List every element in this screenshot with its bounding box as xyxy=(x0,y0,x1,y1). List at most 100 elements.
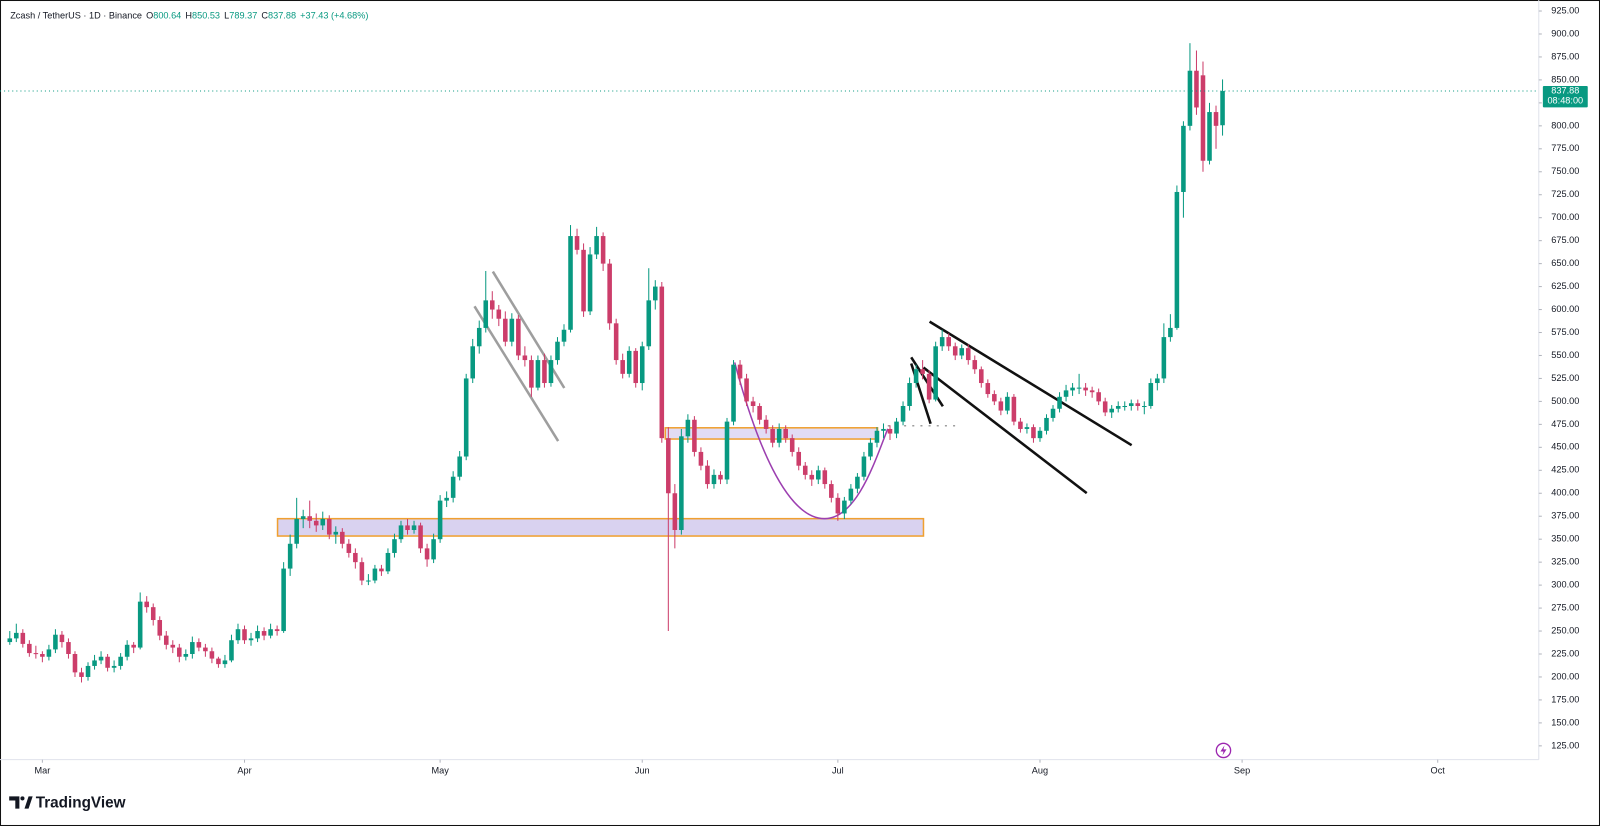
x-tick-label: Mar xyxy=(34,765,50,775)
candle-body xyxy=(607,263,612,324)
candle-body xyxy=(861,456,867,477)
candle-body xyxy=(163,635,169,645)
legend-value: 800.64 xyxy=(153,11,181,21)
candle-body xyxy=(177,647,182,657)
candle-body xyxy=(874,430,880,443)
logo: TradingView xyxy=(9,795,126,812)
candle-body xyxy=(470,346,475,379)
candle-body xyxy=(261,631,267,636)
candle-body xyxy=(183,654,189,657)
candle-body xyxy=(1109,408,1114,413)
y-tick-label: 725.00 xyxy=(1551,189,1579,199)
candle-body xyxy=(1155,378,1160,384)
candle-body xyxy=(1135,403,1141,406)
candle-body xyxy=(705,465,710,485)
y-tick-label: 600.00 xyxy=(1551,304,1579,314)
candle-body xyxy=(248,638,254,641)
candle-body xyxy=(190,642,195,655)
candle-body xyxy=(1148,383,1154,406)
y-tick-label: 650.00 xyxy=(1551,258,1579,268)
y-tick-label: 350.00 xyxy=(1551,534,1579,544)
candle-body xyxy=(1005,396,1010,411)
y-tick-label: 875.00 xyxy=(1551,51,1579,61)
candle-body xyxy=(268,629,273,636)
candle-body xyxy=(105,656,110,668)
candle-body xyxy=(946,337,951,347)
candle-body xyxy=(998,401,1004,411)
candle-body xyxy=(392,539,397,553)
candle-body xyxy=(979,369,984,384)
candle-body xyxy=(320,518,326,526)
candle-body xyxy=(959,348,965,356)
candle-body xyxy=(372,568,378,581)
y-tick-label: 175.00 xyxy=(1551,694,1579,704)
candle-body xyxy=(203,647,208,652)
candle-body xyxy=(783,428,788,439)
y-tick-label: 125.00 xyxy=(1551,740,1579,750)
candle-body xyxy=(711,474,717,485)
y-tick-label: 800.00 xyxy=(1551,120,1579,130)
candle-body xyxy=(744,378,749,402)
candle-body xyxy=(581,249,586,312)
candle-body xyxy=(848,488,854,501)
legend-key: O xyxy=(146,11,153,21)
candle-body xyxy=(483,300,489,328)
legend-value: 789.37 xyxy=(229,11,257,21)
candle-body xyxy=(672,493,678,530)
candle-body xyxy=(1187,70,1193,126)
candle-body xyxy=(992,394,997,402)
candle-body xyxy=(926,373,932,400)
candle-body xyxy=(626,350,632,374)
candle-body xyxy=(535,360,541,388)
candle-body xyxy=(666,438,671,494)
candle-body xyxy=(613,323,619,361)
candle-body xyxy=(653,286,658,301)
candle-body xyxy=(1037,430,1043,439)
legend-key: L xyxy=(224,11,229,21)
candle-body xyxy=(1161,337,1167,379)
symbol: Zcash / TetherUS · 1D · Binance xyxy=(10,11,142,21)
y-tick-label: 500.00 xyxy=(1551,396,1579,406)
candle-body xyxy=(1115,405,1121,409)
candle-body xyxy=(1142,405,1147,408)
candle-body xyxy=(255,631,260,639)
candle-body xyxy=(340,531,345,544)
candle-body xyxy=(913,369,919,384)
price-label: 837.88 xyxy=(1551,85,1579,95)
candle-body xyxy=(763,419,769,429)
candle-body xyxy=(1181,125,1186,192)
candle-body xyxy=(1096,392,1101,402)
y-tick-label: 850.00 xyxy=(1551,74,1579,84)
candle-body xyxy=(124,644,130,657)
legend-key: H xyxy=(185,11,192,21)
candle-body xyxy=(170,644,176,648)
candle-body xyxy=(985,383,991,395)
legend-value: 837.88 xyxy=(268,11,296,21)
x-tick-label: Oct xyxy=(1431,765,1446,775)
candles xyxy=(7,43,1225,683)
candle-body xyxy=(972,360,978,370)
candle-body xyxy=(359,562,365,581)
candle-body xyxy=(137,601,143,648)
header: Zcash / TetherUS · 1D · Binance O800.64 H 8… xyxy=(10,11,368,21)
candle-body xyxy=(326,518,332,535)
candle-body xyxy=(1174,191,1180,328)
candle-body xyxy=(1018,421,1023,429)
candle-body xyxy=(933,346,938,400)
candle-body xyxy=(144,601,149,608)
candle-body xyxy=(398,525,404,540)
candle-body xyxy=(516,318,521,356)
candle-body xyxy=(594,236,599,255)
candle-body xyxy=(379,568,384,572)
lightning-icon xyxy=(1215,742,1232,759)
candle-body xyxy=(1168,327,1173,338)
candle-body xyxy=(692,419,697,452)
candle-body xyxy=(300,516,306,519)
x-tick-label: Sep xyxy=(1234,765,1250,775)
candle-body xyxy=(718,474,723,480)
y-tick-label: 625.00 xyxy=(1551,281,1579,291)
y-tick-label: 775.00 xyxy=(1551,143,1579,153)
candle-body xyxy=(731,364,736,422)
